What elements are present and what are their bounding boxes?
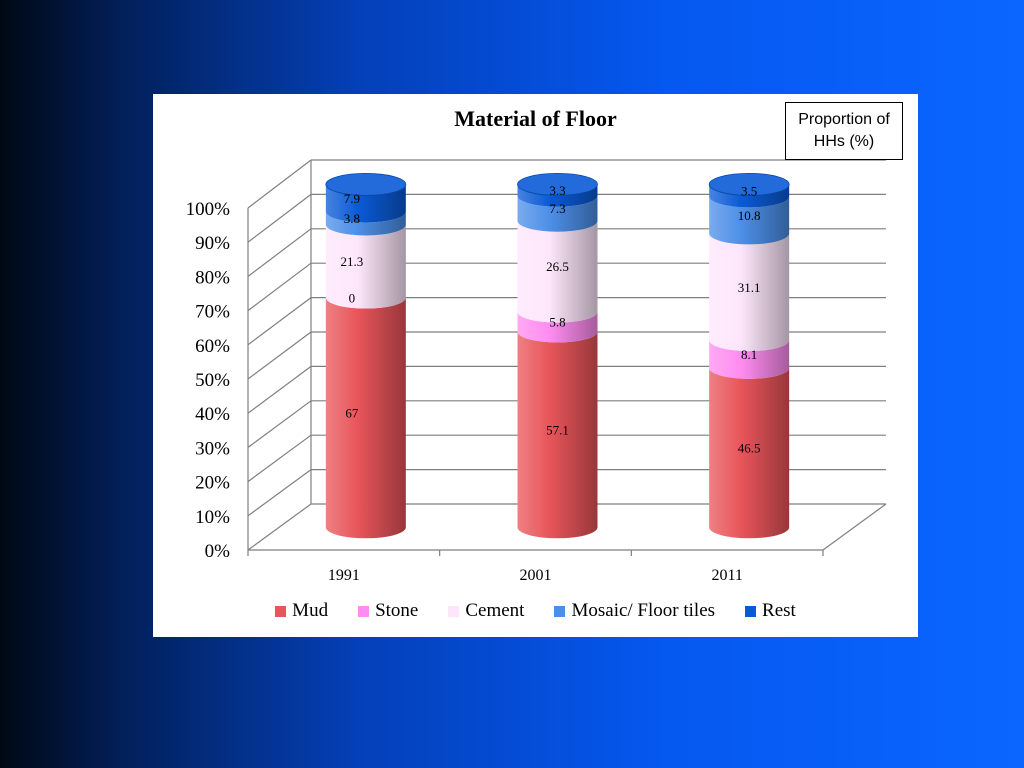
bar-segment-mosaic-floor-tiles-1991 (325, 211, 406, 236)
legend-label: Rest (762, 600, 796, 621)
data-label: 3.8 (344, 211, 360, 226)
y-tick-label: 30% (195, 438, 230, 459)
bar-top-cap-2011 (708, 173, 790, 196)
gridline-side (247, 193, 312, 243)
bar-segment-cement-2001 (517, 220, 598, 323)
gridline-side (247, 297, 312, 346)
bar-segment-mud-2001 (517, 331, 598, 539)
bar-top-cap-2001 (517, 173, 598, 196)
axis-edge (822, 503, 887, 551)
chart-plot: 0% 10% 20% 30% 40% 50% 60% 70% 80% 90% 100% 67 0 21.3… (186, 159, 887, 584)
data-label: 26.5 (546, 259, 569, 274)
gridline-side (247, 503, 312, 551)
y-tick-label: 20% (195, 473, 230, 494)
chart-title: Material of Floor (454, 106, 617, 131)
legend-item: Mud (275, 600, 328, 622)
legend-label: Cement (465, 600, 525, 621)
gridline-side (247, 365, 312, 414)
gridline-side (247, 228, 312, 277)
data-label: 67 (345, 405, 359, 420)
y-tick-label: 70% (195, 302, 230, 323)
bar-stack-1991 (325, 173, 407, 539)
annotation-box: Proportion of HHs (%) (785, 102, 903, 160)
legend-item: Cement (448, 600, 524, 622)
bar-segment-rest-1991 (325, 184, 406, 223)
legend-swatch (554, 605, 566, 617)
legend-label: Stone (375, 600, 419, 621)
data-label: 46.5 (738, 441, 761, 456)
bar-segment-mosaic-floor-tiles-2011 (709, 196, 790, 245)
grid-layer (247, 159, 887, 556)
bar-segment-stone-2001 (517, 311, 598, 343)
bar-segment-stone-2011 (709, 340, 790, 379)
data-label: 57.1 (546, 422, 569, 437)
chart-legend: Mud Stone Cement Mosaic/ Floor tiles Rest (153, 600, 918, 622)
legend-swatch (275, 605, 287, 617)
gridline-side (247, 434, 312, 483)
bar-segment-mosaic-floor-tiles-2001 (517, 195, 598, 232)
gridline-side (247, 400, 312, 448)
y-tick-label: 60% (195, 336, 230, 357)
legend-label: Mud (292, 600, 329, 621)
data-label: 10.8 (738, 208, 761, 223)
gridline-side (247, 262, 312, 312)
data-label: 7.3 (549, 201, 565, 216)
data-label: 5.8 (549, 315, 565, 330)
legend-item: Stone (358, 600, 418, 622)
data-label: 3.5 (741, 183, 757, 198)
data-label: 0 (349, 291, 356, 306)
bar-layer (325, 173, 790, 539)
legend-label: Mosaic/ Floor tiles (571, 600, 716, 621)
data-label: 31.1 (738, 280, 761, 295)
bar-segment-mud-1991 (325, 297, 406, 539)
legend-item: Mosaic/ Floor tiles (554, 600, 715, 622)
data-label: 7.9 (344, 191, 360, 206)
y-tick-label: 90% (195, 233, 230, 254)
y-tick-label: 50% (195, 370, 230, 391)
legend-swatch (745, 605, 757, 617)
bar-top-cap-1991 (325, 173, 407, 196)
data-label: 3.3 (549, 183, 565, 198)
gridline-side (247, 159, 312, 209)
legend-swatch (358, 605, 370, 617)
y-tick-label: 100% (186, 199, 231, 220)
bar-segment-mud-2011 (709, 367, 790, 539)
bar-segment-rest-2011 (709, 184, 790, 208)
bar-stack-2011 (708, 173, 790, 539)
data-label: 8.1 (741, 347, 757, 362)
y-tick-label: 0% (205, 541, 231, 562)
x-category-label: 2011 (711, 567, 742, 584)
x-category-label: 1991 (328, 567, 360, 584)
legend-swatch (448, 605, 460, 617)
gridline-side (247, 331, 312, 380)
data-label: 21.3 (340, 254, 363, 269)
legend-item: Rest (745, 600, 796, 622)
bar-segment-cement-2011 (709, 233, 790, 352)
bar-stack-2001 (517, 173, 598, 539)
gridline-side (247, 469, 312, 517)
label-layer: 0% 10% 20% 30% 40% 50% 60% 70% 80% 90% 100% 67 0 21.3… (186, 183, 761, 584)
y-tick-label: 10% (195, 507, 230, 528)
bar-segment-cement-1991 (325, 224, 406, 309)
y-tick-label: 40% (195, 404, 230, 425)
chart-panel: 0% 10% 20% 30% 40% 50% 60% 70% 80% 90% 100% 67 0 21.3… (153, 94, 918, 637)
x-category-label: 2001 (520, 567, 552, 584)
y-tick-label: 80% (195, 267, 230, 288)
